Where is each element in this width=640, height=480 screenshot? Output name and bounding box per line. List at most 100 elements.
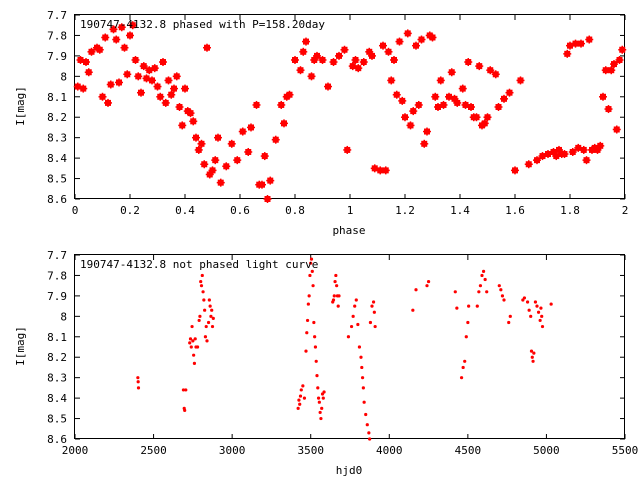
unphased-data-point	[549, 302, 553, 306]
unphased-data-point	[351, 314, 355, 318]
phased-data-point	[263, 195, 272, 203]
phased-data-point	[486, 66, 495, 75]
phased-data-point	[186, 109, 195, 118]
phased-data-point	[123, 70, 132, 79]
phased-data-point	[577, 39, 585, 48]
phased-data-point	[453, 98, 462, 107]
phased-data-point	[505, 88, 514, 97]
unphased-x-tick-label: 4000	[376, 444, 403, 457]
unphased-axis-ticks: 2000 2500 3000 3500 4000 4500 5000 5500 7.7 7.8 7.…	[47, 249, 638, 457]
unphased-data-point	[507, 320, 511, 325]
unphased-data-point	[525, 300, 530, 304]
phased-data-point	[181, 84, 189, 93]
phased-data-point	[153, 82, 162, 91]
unphased-data-point	[538, 318, 542, 323]
phased-data-point	[579, 145, 588, 154]
phased-data-point	[252, 100, 261, 109]
unphased-data-point	[210, 308, 214, 312]
phased-data-point	[379, 41, 387, 50]
phased-data-point	[423, 127, 431, 136]
phased-data-point	[511, 166, 519, 175]
phased-data-point	[134, 72, 143, 81]
phased-data-point	[164, 76, 173, 85]
unphased-data-point	[207, 298, 211, 302]
phased-data-point	[340, 45, 349, 54]
unphased-data-point	[529, 314, 533, 318]
unphased-data-point	[367, 431, 371, 435]
unphased-data-point	[364, 412, 368, 417]
unphased-y-tick-label: 7.8	[47, 269, 67, 282]
phased-y-tick-label: 7.9	[47, 50, 67, 63]
unphased-data-point	[331, 298, 336, 302]
phased-data-point	[329, 58, 338, 67]
phased-data-point	[302, 37, 310, 46]
unphased-data-point	[332, 294, 336, 298]
unphased-data-point	[313, 335, 317, 339]
unphased-data-point	[306, 302, 310, 306]
phased-axis-ticks: 0 0.2 0.4 0.6 0.8 1 1.2 1.4 1.6 1.8 2 7.7 7.8 7.9 8 8.1…	[47, 9, 628, 217]
phased-data-point	[170, 84, 178, 93]
phased-data-point	[387, 76, 396, 85]
phased-data-point	[368, 51, 376, 60]
unphased-data-point	[360, 376, 365, 380]
phased-x-tick-label: 0.6	[230, 204, 250, 217]
unphased-data-point	[426, 279, 431, 284]
phased-data-point	[483, 113, 492, 122]
phased-data-point	[359, 58, 368, 67]
unphased-data-point	[360, 365, 364, 370]
phased-data-point	[524, 160, 533, 169]
unphased-data-point	[190, 324, 194, 329]
phased-plot-frame	[74, 14, 625, 199]
phased-data-point	[128, 21, 137, 30]
unphased-data-point	[533, 300, 538, 304]
unphased-data-point	[310, 269, 314, 273]
unphased-y-tick-label: 8.2	[47, 351, 67, 364]
phased-data-point	[384, 47, 393, 56]
phased-y-tick-label: 8	[60, 70, 67, 83]
phased-y-tick-label: 8.2	[47, 111, 67, 124]
unphased-x-axis-label: hjd0	[336, 464, 363, 477]
phased-data-point	[277, 100, 286, 109]
phased-data-point	[403, 29, 412, 38]
unphased-data-point	[317, 400, 321, 404]
phased-data-point	[428, 33, 437, 42]
unphased-data-point	[195, 345, 200, 349]
phased-data-point	[95, 45, 104, 54]
unphased-x-tick-label: 4500	[455, 444, 482, 457]
unphased-data-point	[319, 416, 323, 421]
unphased-data-point	[307, 294, 311, 298]
phased-data-point	[563, 49, 572, 58]
phased-data-point	[343, 145, 352, 154]
phased-data-point	[175, 103, 184, 111]
phased-data-point	[120, 43, 129, 52]
phased-data-point	[285, 90, 294, 99]
phased-data-point	[244, 147, 253, 156]
phased-data-point	[299, 47, 308, 56]
unphased-data-point	[357, 345, 362, 349]
phased-data-point	[192, 133, 200, 142]
phased-y-tick-label: 7.7	[47, 9, 67, 22]
phased-data-point	[189, 117, 198, 126]
phased-data-point	[414, 100, 423, 109]
unphased-data-point	[322, 390, 326, 394]
phased-plot-title: 190747-4132.8 phased with P=158.20day	[80, 18, 325, 31]
unphased-data-point	[346, 335, 351, 339]
phased-data-point	[585, 35, 594, 44]
phased-x-tick-label: 0.4	[175, 204, 195, 217]
phased-data-point	[398, 96, 407, 105]
unphased-data-point	[309, 257, 314, 261]
unphased-data-point	[478, 284, 483, 288]
unphased-data-point	[508, 314, 512, 318]
phased-data-point	[87, 47, 96, 56]
phased-data-point	[247, 123, 255, 132]
phased-data-point	[381, 166, 390, 175]
unphased-data-point	[368, 437, 372, 441]
phased-data-point	[137, 88, 145, 97]
unphased-data-point	[425, 284, 429, 288]
unphased-data-point	[316, 396, 321, 400]
phased-data-point	[324, 82, 332, 91]
unphased-data-point	[337, 294, 341, 298]
phased-data-point	[439, 100, 448, 109]
phased-data-point	[258, 180, 266, 189]
unphased-data-point	[540, 314, 544, 318]
